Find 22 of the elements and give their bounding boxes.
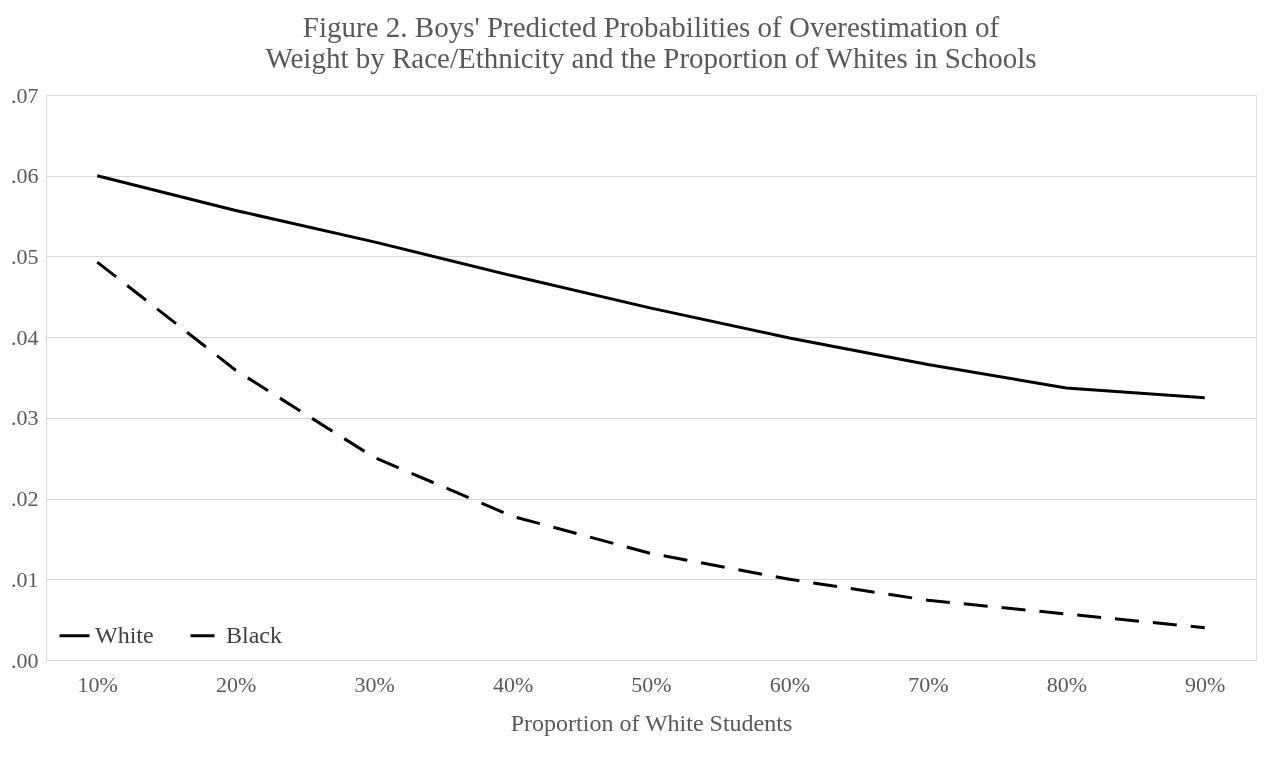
x-tick-label: 90%	[1185, 671, 1226, 697]
y-tick-label: .02	[11, 486, 39, 512]
y-tick-label: .06	[11, 163, 39, 189]
legend-label: White	[95, 621, 154, 648]
y-tick-label: .05	[11, 243, 39, 269]
y-tick-label: .04	[11, 324, 39, 350]
x-tick-label: 40%	[492, 671, 534, 697]
x-axis-title: Proportion of White Students	[510, 709, 793, 736]
chart-title: Figure 2. Boys' Predicted Probabilities of Overestimation of Weight by Race/Ethnicity and the Proportion of Whites in Schools	[265, 11, 1037, 74]
x-tick-label: 50%	[631, 671, 672, 697]
y-tick-label: .00	[11, 647, 39, 673]
legend-label: Black	[226, 621, 282, 648]
y-tick-label: .03	[11, 405, 39, 431]
x-tick-label: 30%	[354, 671, 395, 697]
x-tick-label: 20%	[216, 671, 257, 697]
y-tick-label: .01	[11, 566, 39, 592]
x-tick-label: 80%	[1046, 671, 1087, 697]
x-tick-label: 60%	[769, 671, 811, 697]
x-tick-label: 10%	[77, 671, 118, 697]
x-tick-label: 70%	[908, 671, 949, 697]
line-series	[95, 174, 1207, 400]
y-tick-label: .07	[11, 82, 39, 108]
